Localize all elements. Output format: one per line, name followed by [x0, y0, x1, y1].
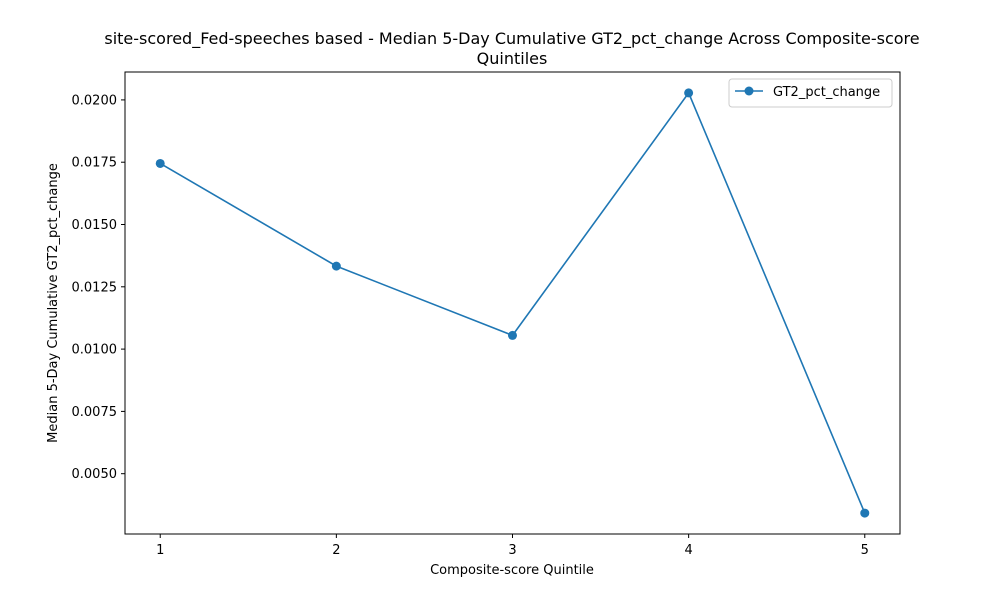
legend-marker-swatch — [744, 86, 754, 96]
chart-title-line-2: Quintiles — [477, 49, 548, 68]
x-tick-label: 5 — [861, 543, 869, 558]
y-tick-label: 0.0125 — [72, 280, 118, 295]
x-tick-label: 1 — [156, 543, 164, 558]
x-axis-ticks: 1 2 3 4 5 — [156, 534, 869, 558]
legend-label-gt2-pct-change: GT2_pct_change — [773, 85, 880, 100]
series-layer — [155, 88, 870, 518]
data-point — [508, 330, 517, 340]
y-tick-label: 0.0175 — [72, 156, 118, 171]
y-tick-label: 0.0200 — [72, 93, 118, 108]
x-axis-label: Composite-score Quintile — [430, 563, 594, 578]
x-tick-label: 4 — [684, 543, 692, 558]
chart-title-line-1: site-scored_Fed-speeches based - Median … — [104, 29, 919, 49]
data-point — [155, 158, 165, 168]
data-point — [331, 261, 341, 271]
x-tick-label: 3 — [508, 543, 516, 558]
y-tick-label: 0.0075 — [72, 405, 118, 420]
plot-area — [124, 71, 901, 535]
data-point — [684, 88, 694, 98]
y-axis-label: Median 5-Day Cumulative GT2_pct_change — [46, 163, 61, 443]
x-tick-label: 2 — [332, 543, 340, 558]
y-tick-label: 0.0150 — [72, 218, 118, 233]
data-point — [860, 508, 870, 518]
y-tick-label: 0.0050 — [72, 467, 118, 482]
y-axis-ticks: 0.0050 0.0075 0.0100 0.0125 0.0150 0.0175 0.02… — [72, 93, 125, 482]
y-tick-label: 0.0100 — [72, 343, 118, 358]
legend: GT2_pct_change — [728, 78, 893, 108]
legend-box — [728, 78, 893, 108]
